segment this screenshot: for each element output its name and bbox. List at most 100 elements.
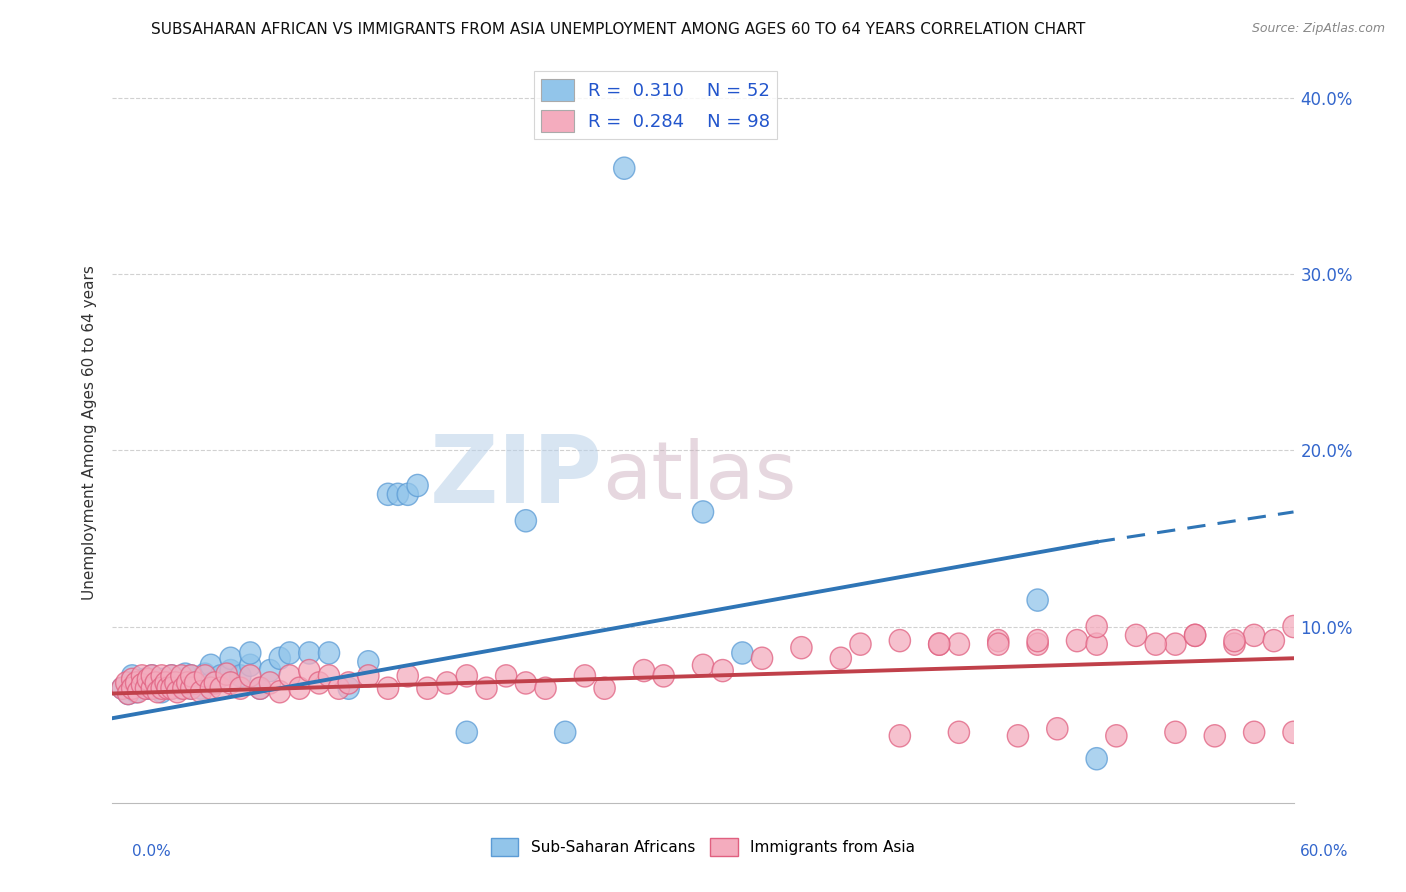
Ellipse shape	[456, 722, 478, 743]
Ellipse shape	[1282, 615, 1305, 638]
Ellipse shape	[928, 633, 950, 656]
Ellipse shape	[928, 633, 950, 656]
Ellipse shape	[889, 630, 911, 652]
Text: ZIP: ZIP	[430, 431, 603, 523]
Ellipse shape	[692, 500, 714, 523]
Ellipse shape	[731, 642, 754, 664]
Ellipse shape	[138, 668, 159, 690]
Ellipse shape	[150, 677, 173, 699]
Ellipse shape	[1144, 633, 1167, 656]
Ellipse shape	[150, 668, 173, 690]
Ellipse shape	[337, 677, 360, 699]
Ellipse shape	[1164, 722, 1187, 743]
Ellipse shape	[1085, 615, 1108, 638]
Ellipse shape	[145, 677, 166, 699]
Ellipse shape	[1204, 724, 1226, 747]
Ellipse shape	[170, 677, 193, 699]
Ellipse shape	[377, 677, 399, 699]
Ellipse shape	[184, 672, 205, 694]
Ellipse shape	[219, 648, 242, 669]
Ellipse shape	[184, 672, 205, 694]
Ellipse shape	[1164, 633, 1187, 656]
Ellipse shape	[948, 722, 970, 743]
Ellipse shape	[387, 483, 409, 506]
Ellipse shape	[190, 677, 212, 699]
Ellipse shape	[194, 665, 215, 687]
Ellipse shape	[456, 665, 478, 687]
Ellipse shape	[160, 677, 183, 699]
Ellipse shape	[249, 677, 271, 699]
Ellipse shape	[128, 681, 149, 703]
Ellipse shape	[141, 677, 163, 699]
Ellipse shape	[1007, 724, 1029, 747]
Ellipse shape	[593, 677, 616, 699]
Ellipse shape	[1026, 633, 1049, 656]
Ellipse shape	[987, 633, 1010, 656]
Ellipse shape	[396, 483, 419, 506]
Ellipse shape	[259, 672, 281, 694]
Ellipse shape	[170, 665, 193, 687]
Ellipse shape	[337, 672, 360, 694]
Legend: R =  0.310    N = 52, R =  0.284    N = 98: R = 0.310 N = 52, R = 0.284 N = 98	[534, 71, 778, 139]
Ellipse shape	[131, 665, 153, 687]
Ellipse shape	[259, 659, 281, 681]
Ellipse shape	[1243, 624, 1265, 647]
Ellipse shape	[849, 633, 872, 656]
Ellipse shape	[115, 672, 136, 694]
Ellipse shape	[239, 665, 262, 687]
Ellipse shape	[1184, 624, 1206, 647]
Ellipse shape	[269, 648, 291, 669]
Ellipse shape	[180, 677, 202, 699]
Ellipse shape	[145, 672, 166, 694]
Ellipse shape	[219, 659, 242, 681]
Ellipse shape	[125, 681, 146, 703]
Ellipse shape	[180, 677, 202, 699]
Ellipse shape	[157, 677, 179, 699]
Text: SUBSAHARAN AFRICAN VS IMMIGRANTS FROM ASIA UNEMPLOYMENT AMONG AGES 60 TO 64 YEAR: SUBSAHARAN AFRICAN VS IMMIGRANTS FROM AS…	[152, 22, 1085, 37]
Ellipse shape	[174, 663, 195, 685]
Ellipse shape	[111, 677, 134, 699]
Ellipse shape	[229, 665, 252, 687]
Ellipse shape	[790, 637, 813, 659]
Ellipse shape	[190, 681, 212, 703]
Ellipse shape	[160, 677, 183, 699]
Ellipse shape	[121, 668, 143, 690]
Ellipse shape	[150, 681, 173, 703]
Ellipse shape	[1263, 630, 1285, 652]
Ellipse shape	[160, 665, 183, 687]
Ellipse shape	[177, 672, 198, 694]
Ellipse shape	[830, 648, 852, 669]
Ellipse shape	[987, 630, 1010, 652]
Ellipse shape	[278, 665, 301, 687]
Ellipse shape	[141, 672, 163, 694]
Ellipse shape	[948, 633, 970, 656]
Ellipse shape	[396, 665, 419, 687]
Ellipse shape	[150, 665, 173, 687]
Ellipse shape	[229, 677, 252, 699]
Ellipse shape	[118, 682, 139, 705]
Ellipse shape	[155, 672, 176, 694]
Text: 0.0%: 0.0%	[132, 845, 172, 859]
Ellipse shape	[318, 665, 340, 687]
Ellipse shape	[308, 672, 330, 694]
Ellipse shape	[416, 677, 439, 699]
Ellipse shape	[515, 509, 537, 532]
Ellipse shape	[1282, 722, 1305, 743]
Ellipse shape	[1184, 624, 1206, 647]
Ellipse shape	[1046, 718, 1069, 739]
Ellipse shape	[249, 677, 271, 699]
Ellipse shape	[554, 722, 576, 743]
Ellipse shape	[180, 665, 202, 687]
Ellipse shape	[200, 677, 222, 699]
Ellipse shape	[475, 677, 498, 699]
Ellipse shape	[1125, 624, 1147, 647]
Y-axis label: Unemployment Among Ages 60 to 64 years: Unemployment Among Ages 60 to 64 years	[82, 265, 97, 600]
Ellipse shape	[167, 681, 188, 703]
Ellipse shape	[209, 665, 232, 687]
Ellipse shape	[1105, 724, 1128, 747]
Ellipse shape	[515, 672, 537, 694]
Ellipse shape	[377, 483, 399, 506]
Ellipse shape	[138, 677, 159, 699]
Ellipse shape	[889, 724, 911, 747]
Ellipse shape	[436, 672, 458, 694]
